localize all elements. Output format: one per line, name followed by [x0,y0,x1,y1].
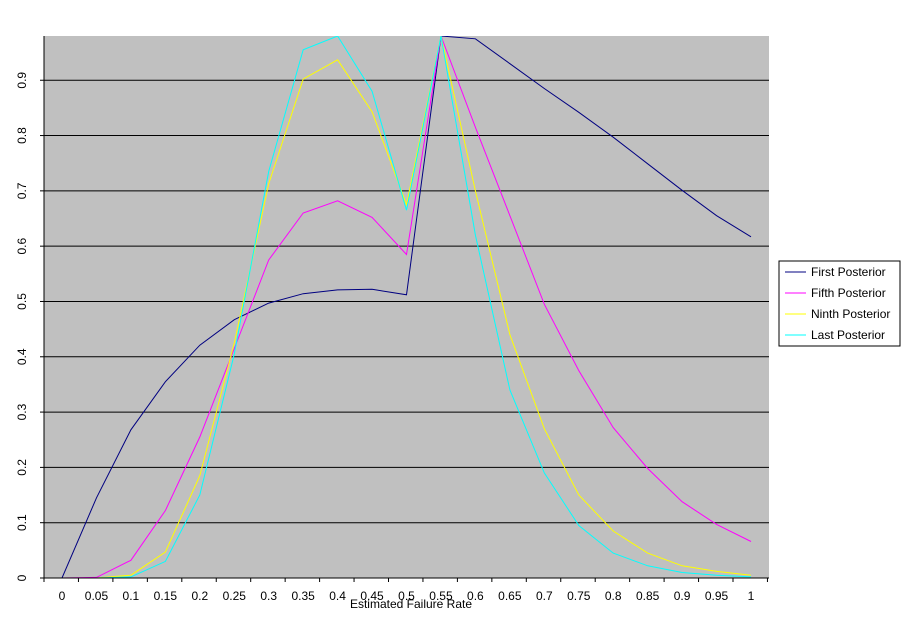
legend-label: Ninth Posterior [811,307,890,321]
x-axis-title: Estimated Failure Rate [350,597,472,611]
y-tick-label: 0 [15,574,29,581]
plot-area [44,36,769,578]
series-line-last-posterior [62,36,752,578]
y-tick-label: 0.4 [15,348,29,365]
x-tick-label: 0.85 [636,589,660,603]
y-tick-label: 0.7 [15,182,29,199]
x-tick-label: 1 [748,589,755,603]
x-tick-label: 0.45 [360,589,384,603]
y-axis-tick-labels: 0 0.1 0.2 0.3 0.4 0.5 0.6 0.7 0.8 0.9 [15,72,29,582]
x-tick-label: 0.9 [674,589,691,603]
x-tick-label: 0.65 [498,589,522,603]
series-line-first-posterior [61,36,752,578]
series-lines [61,36,752,578]
y-tick-label: 0.9 [15,72,29,89]
series-line-fifth-posterior [61,36,752,578]
x-tick-label: 0.15 [154,589,178,603]
x-tick-label: 0.4 [329,589,346,603]
x-tick-label: 0.55 [429,589,453,603]
legend-label: First Posterior [811,265,886,279]
legend-box [778,260,901,347]
legend-label: Fifth Posterior [811,286,886,300]
x-tick-label: 0.1 [123,589,140,603]
legend-label: Last Posterior [811,328,885,342]
x-tick-label: 0.5 [398,589,415,603]
axes [40,36,769,582]
x-tick-label: 0 [59,589,66,603]
x-tick-label: 0.75 [567,589,591,603]
y-tick-label: 0.2 [15,459,29,476]
x-tick-label: 0.05 [85,589,109,603]
x-axis-tick-labels: 0 0.05 0.1 0.15 0.2 0.25 0.3 0.35 0.4 0.45 0.5 0.55… [59,589,755,603]
gridlines [44,79,769,524]
x-tick-label: 0.35 [291,589,315,603]
series-line-ninth-posterior [62,36,752,578]
legend: First Posterior Fifth Posterior Ninth Post… [778,260,901,347]
x-tick-label: 0.6 [467,589,484,603]
y-tick-label: 0.3 [15,403,29,420]
y-tick-label: 0.8 [15,127,29,144]
x-tick-label: 0.8 [605,589,622,603]
x-tick-label: 0.25 [223,589,247,603]
x-tick-label: 0.95 [705,589,729,603]
x-tick-label: 0.3 [260,589,277,603]
x-tick-label: 0.7 [536,589,553,603]
y-tick-label: 0.1 [15,514,29,531]
x-tick-label: 0.2 [191,589,208,603]
y-tick-label: 0.5 [15,293,29,310]
y-tick-label: 0.6 [15,237,29,254]
